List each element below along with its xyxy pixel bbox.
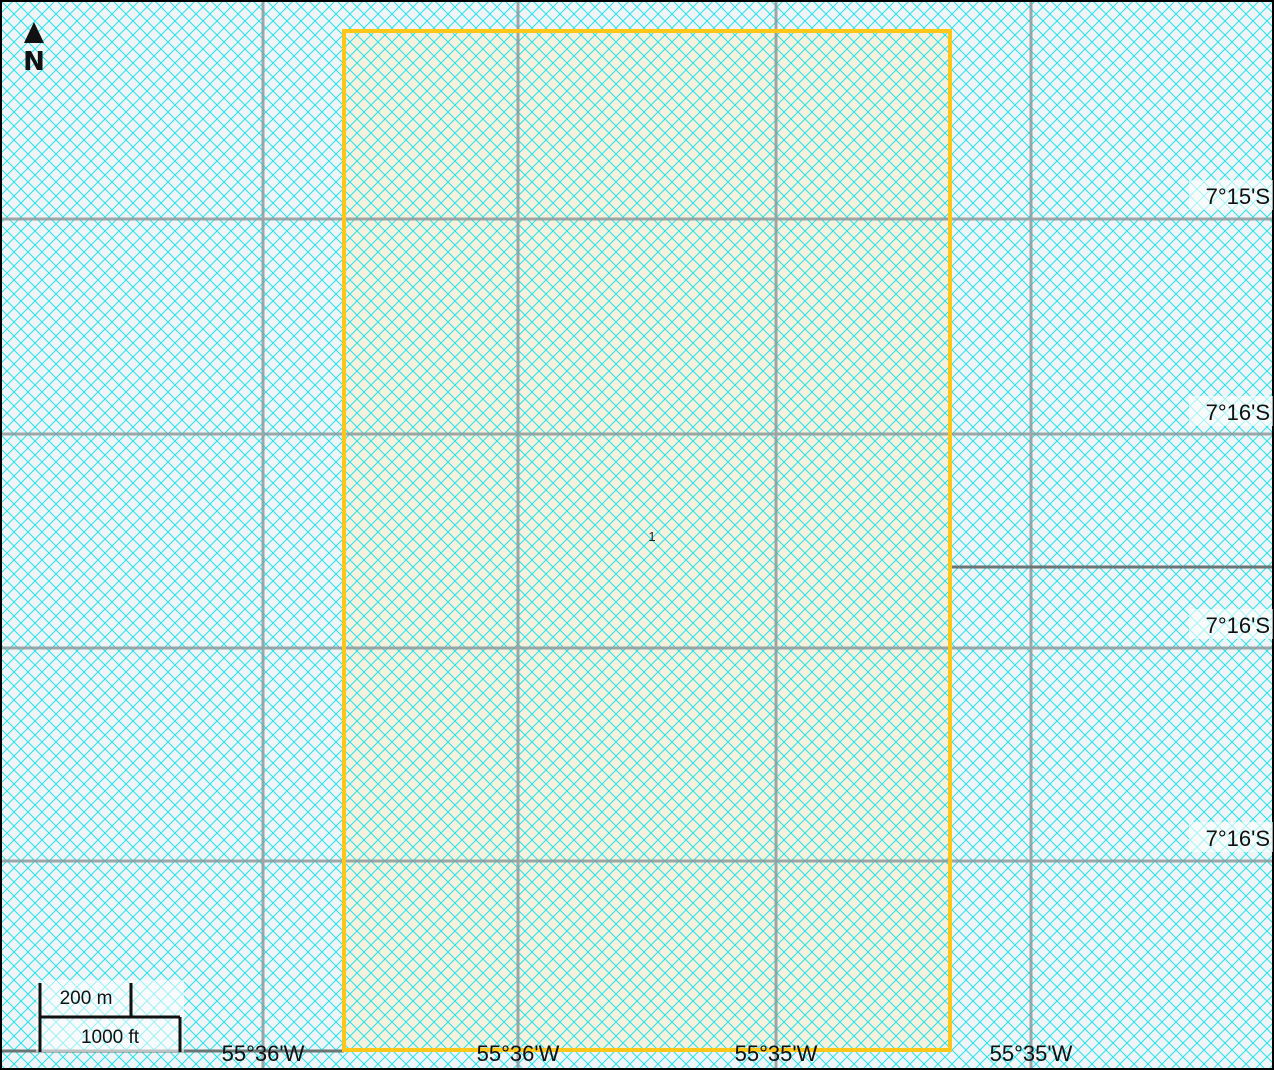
scale-bar: 200 m 1000 ft [36, 980, 184, 1052]
scale-bar-imperial-label: 1000 ft [81, 1027, 140, 1048]
longitude-labels: 55°36'W 55°36'W 55°35'W 55°35'W [222, 1041, 1073, 1066]
scale-bar-metric-label: 200 m [60, 988, 113, 1009]
longitude-label: 55°36'W [477, 1041, 560, 1066]
latitude-label: 7°16'S [1206, 400, 1270, 425]
latitude-label-bg [1189, 822, 1273, 852]
north-arrow-label: N [23, 47, 45, 77]
longitude-label: 55°35'W [990, 1041, 1073, 1066]
longitude-label: 55°36'W [222, 1041, 305, 1066]
longitude-label: 55°35'W [735, 1041, 818, 1066]
latitude-labels: 7°15'S 7°16'S 7°16'S 7°16'S [1189, 180, 1273, 852]
latitude-label-bg [1189, 609, 1273, 639]
north-arrow: N [23, 22, 45, 77]
latitude-label-bg [1189, 180, 1273, 210]
latitude-label: 7°16'S [1206, 613, 1270, 638]
latitude-label-bg [1189, 396, 1273, 426]
parcel-outline[interactable] [342, 29, 952, 1052]
latitude-label: 7°15'S [1206, 184, 1270, 209]
latitude-label: 7°16'S [1206, 826, 1270, 851]
north-arrow-icon [24, 22, 44, 43]
parcel-label: 1 [648, 529, 655, 544]
